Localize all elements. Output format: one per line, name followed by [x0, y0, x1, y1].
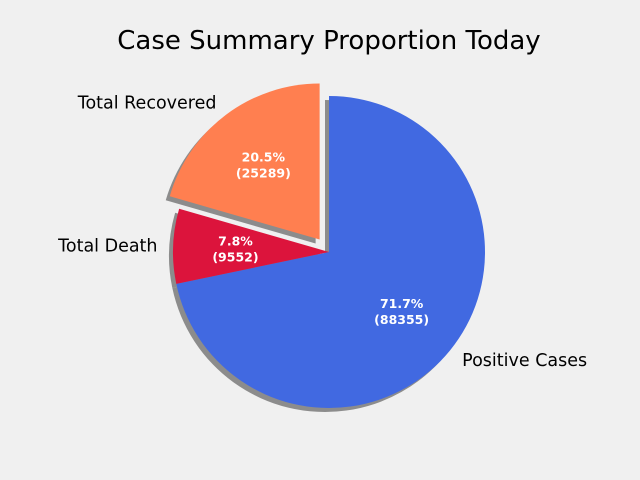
slice-percent-total-recovered: 20.5%: [242, 150, 286, 165]
pie-slice-total-death: [172, 208, 329, 284]
slice-value-total-recovered: (25289): [236, 166, 291, 181]
slice-value-total-death: (9552): [212, 249, 258, 264]
chart-title: Case Summary Proportion Today: [117, 26, 540, 56]
slice-percent-total-death: 7.8%: [218, 233, 253, 248]
slice-label-total-recovered: Total Recovered: [77, 93, 217, 113]
slice-labels: Positive Cases 71.7%(88355) Total Death 7.8…: [57, 93, 587, 371]
slice-percent-positive-cases: 71.7%: [380, 296, 424, 311]
slice-value-positive-cases: (88355): [374, 312, 429, 327]
pie-slices: [169, 83, 486, 408]
pie-slice-total-recovered: [169, 83, 320, 240]
slice-label-positive-cases: Positive Cases: [462, 351, 587, 371]
slice-label-total-death: Total Death: [57, 237, 157, 257]
pie-slice-positive-cases: [176, 96, 486, 408]
